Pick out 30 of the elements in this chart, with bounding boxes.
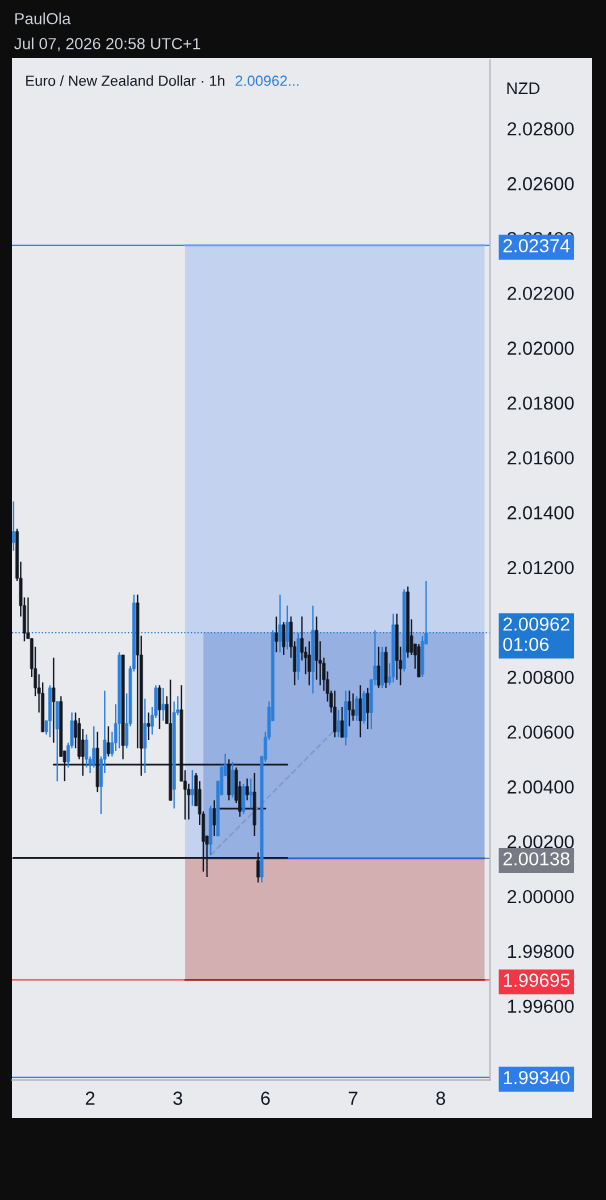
text: 2.00962... <box>235 75 299 86</box>
y-tick-label: 2.00400 <box>507 780 574 794</box>
y-tick-label: 2.00800 <box>507 670 574 684</box>
ref-line-label: 1.99340 <box>503 1070 570 1085</box>
ref-line-label: 1.99695 <box>503 973 570 987</box>
ref-line-label: 2.02374 <box>503 239 570 253</box>
y-tick-label: 2.02000 <box>507 341 574 355</box>
y-tick-label: 2.02800 <box>507 122 574 136</box>
text: Euro / New Zealand Dollar · 1h <box>26 75 225 86</box>
y-tick-label: 1.99800 <box>508 944 574 959</box>
y-axis-title: NZD <box>507 82 540 95</box>
ref-line-label: 2.00962 01:06 <box>503 617 570 651</box>
y-tick-label: 2.00200 <box>507 835 574 849</box>
y-tick-label: 2.01600 <box>507 451 574 465</box>
y-tick-label: 1.99600 <box>508 999 574 1013</box>
y-tick-label: 2.02200 <box>507 286 574 301</box>
x-tick-label: 6 <box>261 1091 270 1105</box>
x-tick-label: 8 <box>436 1091 446 1105</box>
x-tick-label: 2 <box>85 1091 95 1105</box>
x-tick-label: 7 <box>348 1091 358 1105</box>
y-tick-label: 2.00000 <box>507 889 574 904</box>
text: Jul 07, 2026 20:58 UTC+1 <box>14 37 201 52</box>
y-tick-label: 2.02600 <box>507 177 574 191</box>
y-tick-label: 2.01800 <box>507 396 574 410</box>
x-tick-label: 3 <box>173 1091 183 1105</box>
text: PaulOla <box>15 12 71 25</box>
y-tick-label: 2.01400 <box>507 506 574 520</box>
y-tick-label: 2.00600 <box>507 725 574 739</box>
ref-line-label: 2.00138 <box>503 852 570 866</box>
y-tick-label: 2.01200 <box>507 560 574 575</box>
